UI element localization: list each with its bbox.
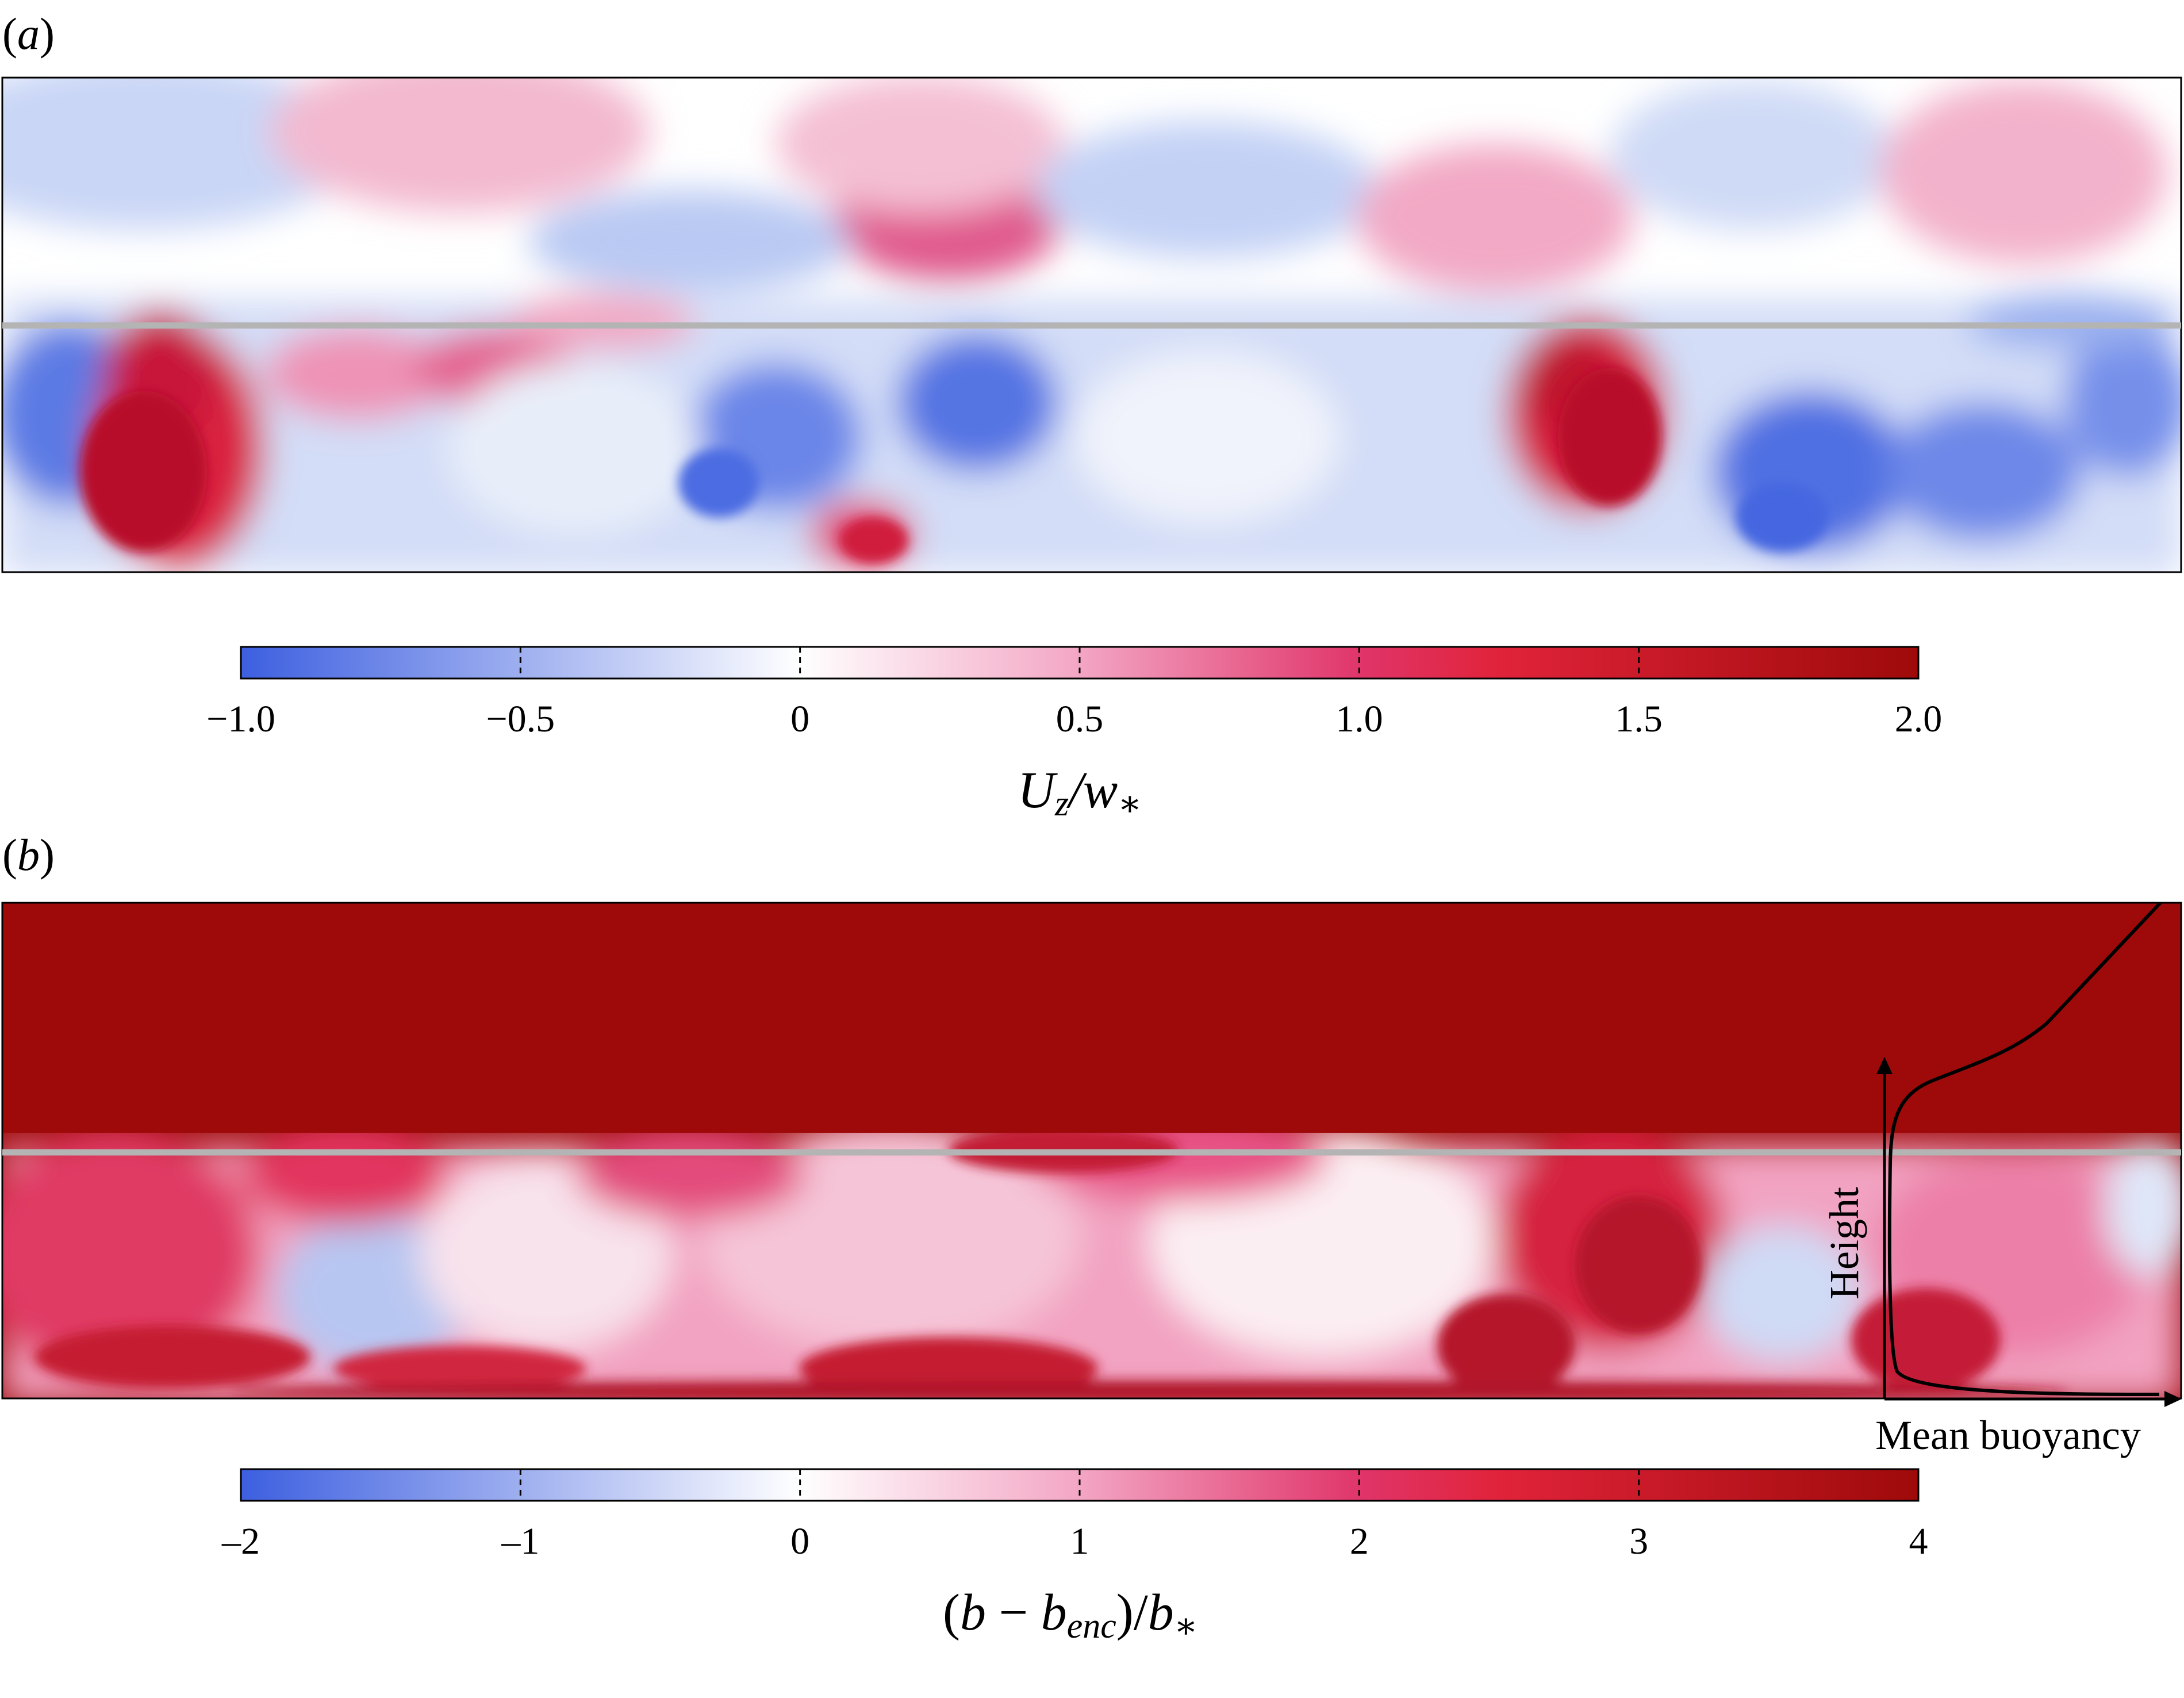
colorbar-a-tick-label: 1.0 — [1335, 698, 1383, 740]
mean-buoyancy-profile — [1887, 901, 2162, 1396]
inset-ylabel: Height — [1821, 1187, 1867, 1300]
colorbar-a-tick-label: −1.0 — [206, 698, 275, 740]
colorbar-a-tick-label: 0 — [790, 698, 809, 740]
colorbar-b-tick-label: 3 — [1629, 1520, 1648, 1562]
colorbar-b-tick-label: –1 — [501, 1520, 539, 1562]
colorbar-a-tick-label: −0.5 — [486, 698, 555, 740]
inset-y-arrow-icon — [1876, 1057, 1893, 1074]
colorbar-b-title: (b − benc)/b∗ — [943, 1584, 1198, 1646]
panel-label-b: (b) — [2, 830, 55, 880]
inset-xlabel: Mean buoyancy — [1875, 1412, 2141, 1458]
colorbar-b-tick-label: 2 — [1350, 1520, 1369, 1562]
velocity-field-panel — [2, 78, 2181, 572]
colorbar-a-title: Uz/w∗ — [1018, 762, 1142, 823]
colorbar-a-tick-label: 1.5 — [1615, 698, 1663, 740]
colorbar-b-tick-label: 0 — [790, 1520, 809, 1562]
colorbar-b-tick-label: 4 — [1909, 1520, 1928, 1562]
colorbar-a-tick-label: 0.5 — [1056, 698, 1104, 740]
colorbar-a: −1.0 −0.5 0 0.5 1.0 1.5 2.0 — [206, 646, 1943, 740]
inset-x-arrow-icon — [2164, 1391, 2182, 1407]
colorbar-a-tick-label: 2.0 — [1895, 698, 1943, 740]
colorbar-b: –2 –1 0 1 2 3 4 — [221, 1468, 1928, 1562]
mean-buoyancy-inset — [1876, 901, 2182, 1407]
panel-label-a: (a) — [2, 9, 55, 59]
colorbar-b-tick-label: –2 — [221, 1520, 260, 1562]
colorbar-b-tick-label: 1 — [1070, 1520, 1089, 1562]
